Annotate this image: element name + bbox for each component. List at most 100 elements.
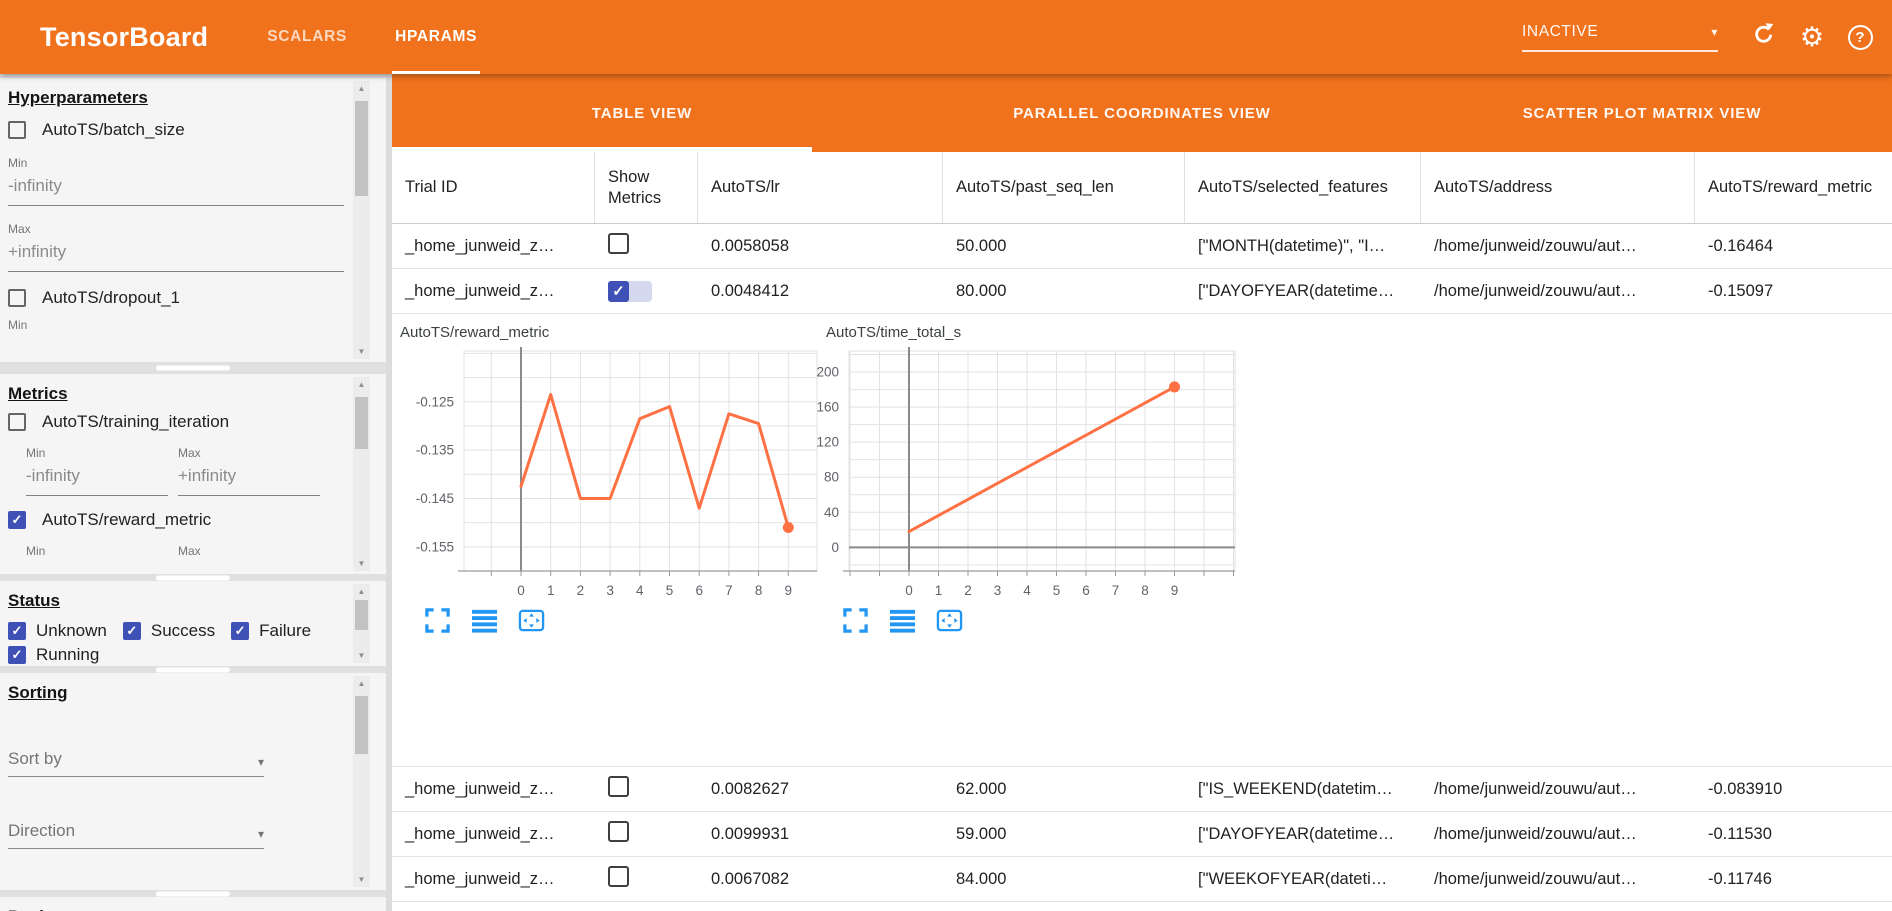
app-nav: SCALARS HPARAMS: [264, 0, 522, 74]
scroll-down-icon[interactable]: ▼: [357, 559, 366, 568]
scroll-down-icon[interactable]: ▼: [357, 875, 366, 884]
show-metrics-cell: [595, 866, 698, 892]
show-metrics-checkbox[interactable]: [608, 866, 629, 887]
show-metrics-checkbox[interactable]: ✓: [608, 280, 652, 302]
hyperparameters-heading: Hyperparameters: [8, 88, 148, 107]
tab-scatter-plot-matrix-view[interactable]: SCATTER PLOT MATRIX VIEW: [1522, 104, 1762, 122]
data-table-icon[interactable]: [889, 607, 916, 634]
scroll-up-icon[interactable]: ▲: [357, 587, 366, 596]
column-header[interactable]: Show Metrics: [595, 152, 698, 223]
scrollbar[interactable]: ▲ ▼: [353, 584, 370, 663]
column-header[interactable]: AutoTS/selected_features: [1185, 152, 1421, 223]
scroll-down-icon[interactable]: ▼: [357, 347, 366, 356]
batch-size-max-input[interactable]: +infinity: [8, 236, 344, 272]
show-metrics-checkbox[interactable]: [608, 821, 629, 842]
status-checkbox-running[interactable]: ✓ Running: [8, 645, 99, 665]
max-input[interactable]: +infinity: [178, 460, 320, 496]
tab-table-view[interactable]: TABLE VIEW: [392, 74, 892, 152]
time-total-chart: AutoTS/time_total_s 200 160 120 80 40 0 0 1 2 3 4 5…: [816, 324, 1266, 766]
show-metrics-checkbox[interactable]: [608, 233, 629, 254]
reward-metric-plot: -0.125 -0.135 -0.145 -0.155 0 1 2 3 4 5 6 7 8 9: [416, 347, 818, 598]
status-checkbox-failure[interactable]: ✓ Failure: [231, 621, 311, 641]
checkbox-icon: [8, 413, 26, 431]
resize-grip-icon: [156, 575, 230, 580]
svg-text:3: 3: [994, 583, 1002, 598]
scrollbar[interactable]: ▲ ▼: [353, 676, 370, 887]
svg-text:9: 9: [1171, 583, 1179, 598]
tab-hparams[interactable]: HPARAMS: [392, 0, 481, 74]
hparam-checkbox-batch-size[interactable]: AutoTS/batch_size: [8, 120, 344, 140]
hyperparameters-panel: Hyperparameters AutoTS/batch_size Min -i…: [0, 78, 386, 362]
scrollbar[interactable]: ▲ ▼: [353, 377, 370, 571]
panel-resize-handle[interactable]: [0, 362, 386, 374]
svg-text:6: 6: [1082, 583, 1090, 598]
min-input[interactable]: -infinity: [26, 460, 168, 496]
pan-zoom-icon[interactable]: [936, 607, 963, 634]
fullscreen-icon[interactable]: [842, 607, 869, 634]
panel-resize-handle[interactable]: [0, 890, 386, 897]
direction-select[interactable]: Direction ▾: [8, 821, 264, 849]
help-button[interactable]: ?: [1844, 21, 1876, 53]
lr-cell: 0.0048412: [711, 281, 789, 300]
selected-features-cell: ["DAYOFYEAR(datetime…: [1198, 281, 1395, 300]
column-header[interactable]: AutoTS/past_seq_len: [943, 152, 1185, 223]
content-area: Hyperparameters AutoTS/batch_size Min -i…: [0, 74, 1892, 911]
batch-size-min-field: Min -infinity: [8, 156, 344, 206]
sidebar-gap: [0, 74, 386, 78]
batch-size-min-input[interactable]: -infinity: [8, 170, 344, 206]
scroll-down-icon[interactable]: ▼: [357, 651, 366, 660]
settings-button[interactable]: ⚙: [1796, 21, 1828, 53]
address-cell: /home/junweid/zouwu/aut…: [1434, 281, 1637, 300]
show-metrics-cell: [595, 821, 698, 847]
dropdown-caret-icon: ▾: [257, 827, 264, 841]
table-row: _home_junweid_z… 0.0058058 50.000 ["MONTH(d…: [392, 224, 1892, 269]
resize-grip-icon: [156, 365, 230, 371]
scroll-up-icon[interactable]: ▲: [357, 84, 366, 93]
dropout-1-min-field: Min: [8, 318, 28, 332]
run-status-value: INACTIVE: [1522, 22, 1599, 40]
panel-resize-handle[interactable]: [0, 666, 386, 673]
past-seq-len-cell: 59.000: [956, 824, 1007, 843]
scrollbar[interactable]: ▲ ▼: [353, 81, 370, 359]
session-charts: AutoTS/reward_metric -0.125 -0.135 -0.145-…: [392, 314, 1892, 766]
checkbox-checked-icon: ✓: [231, 622, 250, 640]
status-checkbox-success[interactable]: ✓ Success: [122, 621, 215, 641]
app-bar-controls: INACTIVE ▾ ⚙ ?: [1522, 0, 1892, 74]
status-checkbox-unknown[interactable]: ✓ Unknown: [8, 621, 107, 641]
metric-checkbox-training-iteration[interactable]: AutoTS/training_iteration: [8, 412, 344, 432]
sort-by-select[interactable]: Sort by ▾: [8, 749, 264, 777]
scrollbar-thumb[interactable]: [355, 696, 368, 754]
min-field: Min: [26, 544, 46, 558]
metric-checkbox-reward-metric[interactable]: ✓ AutoTS/reward_metric: [8, 510, 344, 530]
reward-metric-cell: -0.083910: [1708, 779, 1783, 798]
fullscreen-icon[interactable]: [424, 607, 451, 634]
pan-zoom-icon[interactable]: [518, 607, 545, 634]
panel-resize-handle[interactable]: [0, 574, 386, 581]
main-panel: TABLE VIEW PARALLEL COORDINATES VIEW SCA…: [392, 74, 1892, 911]
scrollbar-thumb[interactable]: [355, 600, 368, 630]
address-cell: /home/junweid/zouwu/aut…: [1434, 869, 1637, 888]
address-cell: /home/junweid/zouwu/aut…: [1434, 236, 1637, 255]
scroll-up-icon[interactable]: ▲: [357, 679, 366, 688]
refresh-button[interactable]: [1748, 21, 1780, 53]
selected-features-cell: ["MONTH(datetime)", "I…: [1198, 236, 1386, 255]
hparam-checkbox-dropout-1[interactable]: AutoTS/dropout_1: [8, 288, 344, 308]
svg-text:200: 200: [816, 365, 839, 380]
column-header[interactable]: AutoTS/lr: [698, 152, 943, 223]
reward-metric-chart: AutoTS/reward_metric -0.125 -0.135 -0.145-…: [398, 324, 840, 766]
scrollbar-thumb[interactable]: [355, 397, 368, 449]
run-status-dropdown[interactable]: INACTIVE ▾: [1522, 23, 1718, 52]
data-table-icon[interactable]: [471, 607, 498, 634]
trial-id-cell: _home_junweid_z…: [405, 869, 555, 888]
scrollbar-thumb[interactable]: [355, 101, 368, 196]
tab-scalars[interactable]: SCALARS: [267, 28, 348, 45]
show-metrics-checkbox[interactable]: [608, 776, 629, 797]
tab-parallel-coordinates-view[interactable]: PARALLEL COORDINATES VIEW: [1013, 104, 1271, 122]
column-header[interactable]: Trial ID: [392, 152, 595, 223]
status-heading: Status: [8, 591, 60, 610]
column-header[interactable]: AutoTS/reward_metric: [1708, 178, 1873, 197]
scroll-up-icon[interactable]: ▲: [357, 380, 366, 389]
column-header[interactable]: AutoTS/address: [1421, 152, 1695, 223]
svg-text:2: 2: [964, 583, 972, 598]
